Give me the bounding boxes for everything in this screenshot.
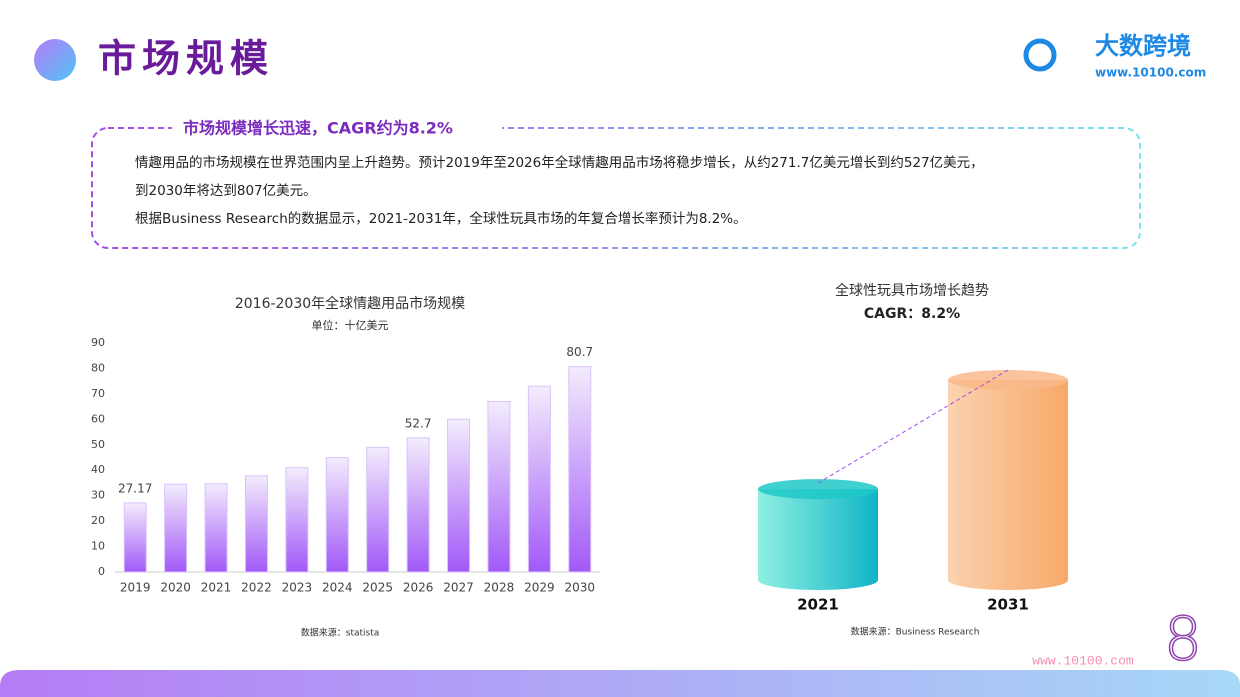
summary-heading: 市场规模增长迅速，CAGR约为8.2% xyxy=(183,119,453,138)
y-tick-label: 50 xyxy=(91,438,105,451)
x-tick-label: 2028 xyxy=(484,581,515,595)
y-tick-label: 60 xyxy=(91,412,105,425)
y-tick-label: 70 xyxy=(91,387,105,400)
y-tick-label: 40 xyxy=(91,463,105,476)
title-dot xyxy=(34,39,76,81)
page-number: 8 xyxy=(1164,605,1202,675)
y-tick-label: 80 xyxy=(91,361,105,374)
bar xyxy=(244,475,268,573)
chart-subtitle: CAGR：8.2% xyxy=(864,306,960,322)
bar xyxy=(487,401,511,573)
x-tick-label: 2026 xyxy=(403,581,434,595)
x-tick-label: 2025 xyxy=(362,581,393,595)
cylinder-top xyxy=(758,479,878,500)
y-tick-label: 30 xyxy=(91,489,105,502)
logo-url: www.10100.com xyxy=(1095,66,1206,80)
chart-title: 2016-2030年全球情趣用品市场规模 xyxy=(235,295,465,312)
x-tick-label: 2027 xyxy=(443,581,474,595)
data-label: 27.17 xyxy=(118,481,152,495)
bar xyxy=(527,385,551,573)
y-tick-label: 20 xyxy=(91,514,105,527)
summary-line: 根据Business Research的数据显示，2021-2031年，全球性玩… xyxy=(135,210,747,227)
chart-title: 全球性玩具市场增长趋势 xyxy=(835,282,989,299)
data-label: 52.7 xyxy=(405,416,432,430)
footer-strip xyxy=(0,670,1240,697)
x-tick-label: 2021 xyxy=(797,596,839,614)
bar xyxy=(123,502,147,573)
summary-line: 到2030年将达到807亿美元。 xyxy=(135,183,317,199)
data-label: 80.7 xyxy=(566,345,593,359)
x-tick-label: 2019 xyxy=(120,581,151,595)
bar xyxy=(204,483,228,573)
logo-text: 大数跨境 xyxy=(1095,32,1191,60)
x-tick-label: 2029 xyxy=(524,581,555,595)
x-tick-label: 2021 xyxy=(201,581,232,595)
summary-line: 情趣用品的市场规模在世界范围内呈上升趋势。预计2019年至2026年全球情趣用品… xyxy=(135,154,984,171)
trend-line xyxy=(817,369,1009,484)
x-tick-label: 2020 xyxy=(160,581,191,595)
cylinder xyxy=(948,380,1068,590)
x-tick-label: 2031 xyxy=(987,596,1029,614)
y-tick-label: 90 xyxy=(91,336,105,349)
cylinder-top xyxy=(948,370,1068,390)
chart-source: 数据来源：Business Research xyxy=(851,626,980,638)
x-tick-label: 2023 xyxy=(282,581,313,595)
logo-icon xyxy=(1023,38,1057,72)
bar xyxy=(568,366,592,573)
page-title: 市场规模 xyxy=(98,37,274,81)
x-tick-label: 2024 xyxy=(322,581,353,595)
cylinder xyxy=(758,489,878,590)
x-tick-label: 2022 xyxy=(241,581,272,595)
bar xyxy=(447,418,471,573)
chart-subtitle: 单位：十亿美元 xyxy=(312,318,389,332)
y-tick-label: 10 xyxy=(91,540,105,553)
footer-url: www.10100.com xyxy=(1032,653,1134,668)
y-tick-label: 0 xyxy=(98,565,105,578)
heading-bg xyxy=(172,118,502,138)
summary-box xyxy=(91,127,1141,249)
bar xyxy=(406,437,430,573)
bar xyxy=(325,457,349,573)
bar xyxy=(164,483,188,573)
bar xyxy=(366,446,390,573)
x-tick-label: 2030 xyxy=(565,581,596,595)
chart-source: 数据来源：statista xyxy=(301,627,380,639)
bar xyxy=(285,467,309,573)
